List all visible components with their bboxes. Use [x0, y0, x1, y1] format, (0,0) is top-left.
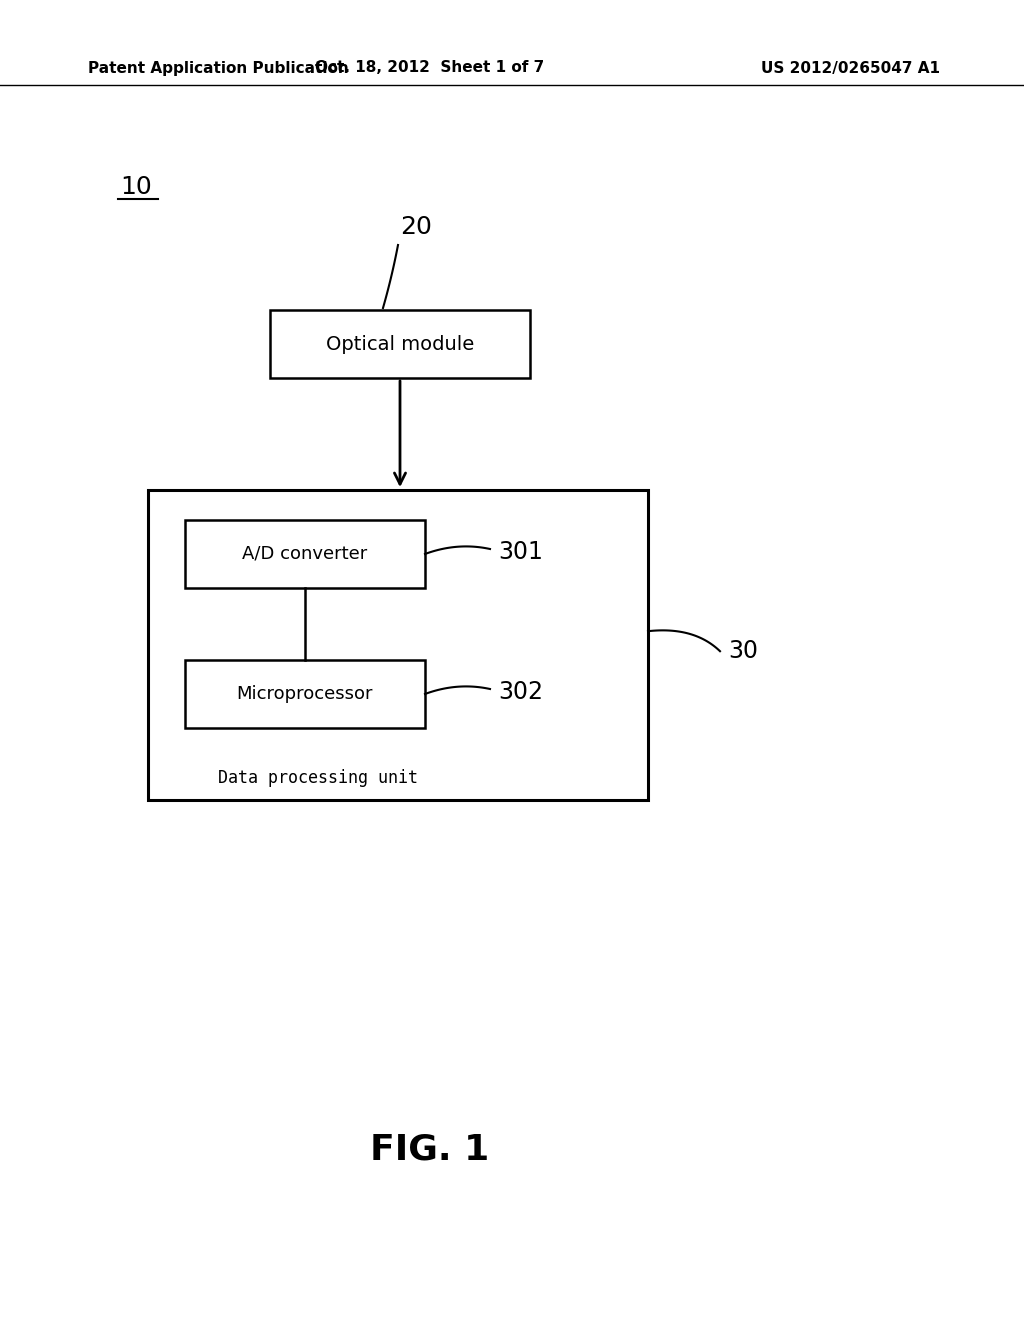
Bar [185, 520, 425, 587]
Text: Microprocessor: Microprocessor [237, 685, 374, 704]
Text: Oct. 18, 2012  Sheet 1 of 7: Oct. 18, 2012 Sheet 1 of 7 [315, 61, 545, 75]
Text: A/D converter: A/D converter [243, 545, 368, 564]
Text: 302: 302 [498, 680, 543, 704]
Text: 10: 10 [120, 176, 152, 199]
Text: FIG. 1: FIG. 1 [371, 1133, 489, 1167]
Text: 301: 301 [498, 540, 543, 564]
Bar [270, 310, 530, 378]
Text: Optical module: Optical module [326, 334, 474, 354]
Text: US 2012/0265047 A1: US 2012/0265047 A1 [761, 61, 940, 75]
Bar [148, 490, 648, 800]
Text: 20: 20 [400, 215, 432, 239]
Text: Patent Application Publication: Patent Application Publication [88, 61, 349, 75]
Text: Data processing unit: Data processing unit [218, 770, 418, 787]
Bar [185, 660, 425, 729]
Text: 30: 30 [728, 639, 758, 663]
